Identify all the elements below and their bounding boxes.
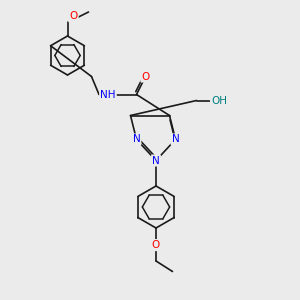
Text: NH: NH	[100, 89, 116, 100]
Text: O: O	[152, 240, 160, 250]
Text: O: O	[69, 11, 78, 22]
Text: N: N	[172, 134, 179, 145]
Text: OH: OH	[211, 95, 227, 106]
Text: N: N	[152, 155, 160, 166]
Text: N: N	[133, 134, 140, 145]
Text: O: O	[141, 71, 150, 82]
